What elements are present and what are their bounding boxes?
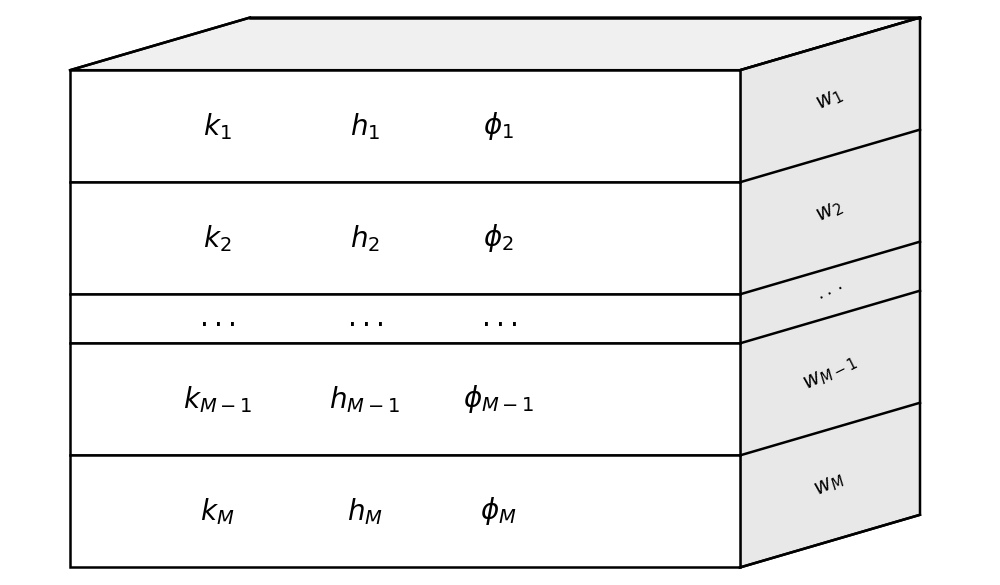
Text: $\phi_{2}$: $\phi_{2}$	[483, 222, 514, 254]
Text: $\cdot\cdot\cdot$: $\cdot\cdot\cdot$	[814, 278, 846, 307]
Bar	[70, 343, 740, 455]
Bar	[70, 183, 740, 294]
Text: $w_{M-1}$: $w_{M-1}$	[800, 351, 860, 395]
Text: $\phi_{M-1}$: $\phi_{M-1}$	[463, 383, 535, 415]
Text: $w_M$: $w_M$	[812, 469, 848, 501]
Text: $\phi_{M}$: $\phi_{M}$	[480, 495, 517, 528]
Text: $...$: $...$	[199, 305, 236, 332]
Text: $k_{M}$: $k_{M}$	[200, 496, 235, 527]
Text: $...$: $...$	[481, 305, 517, 332]
Text: $h_{2}$: $h_{2}$	[350, 223, 380, 254]
Bar	[70, 455, 740, 567]
Text: $k_{2}$: $k_{2}$	[203, 223, 232, 254]
Text: $k_{1}$: $k_{1}$	[203, 111, 232, 142]
Text: $w_2$: $w_2$	[813, 197, 847, 227]
Text: $k_{M-1}$: $k_{M-1}$	[183, 384, 252, 415]
Bar	[70, 70, 740, 183]
Text: $...$: $...$	[347, 305, 383, 332]
Polygon shape	[740, 18, 920, 567]
Text: $h_{M}$: $h_{M}$	[347, 496, 383, 527]
Text: $w_1$: $w_1$	[813, 85, 847, 115]
Text: $h_{1}$: $h_{1}$	[350, 111, 380, 142]
Bar	[70, 294, 740, 343]
Polygon shape	[70, 18, 920, 70]
Text: $\phi_{1}$: $\phi_{1}$	[483, 110, 514, 142]
Text: $h_{M-1}$: $h_{M-1}$	[329, 384, 400, 415]
